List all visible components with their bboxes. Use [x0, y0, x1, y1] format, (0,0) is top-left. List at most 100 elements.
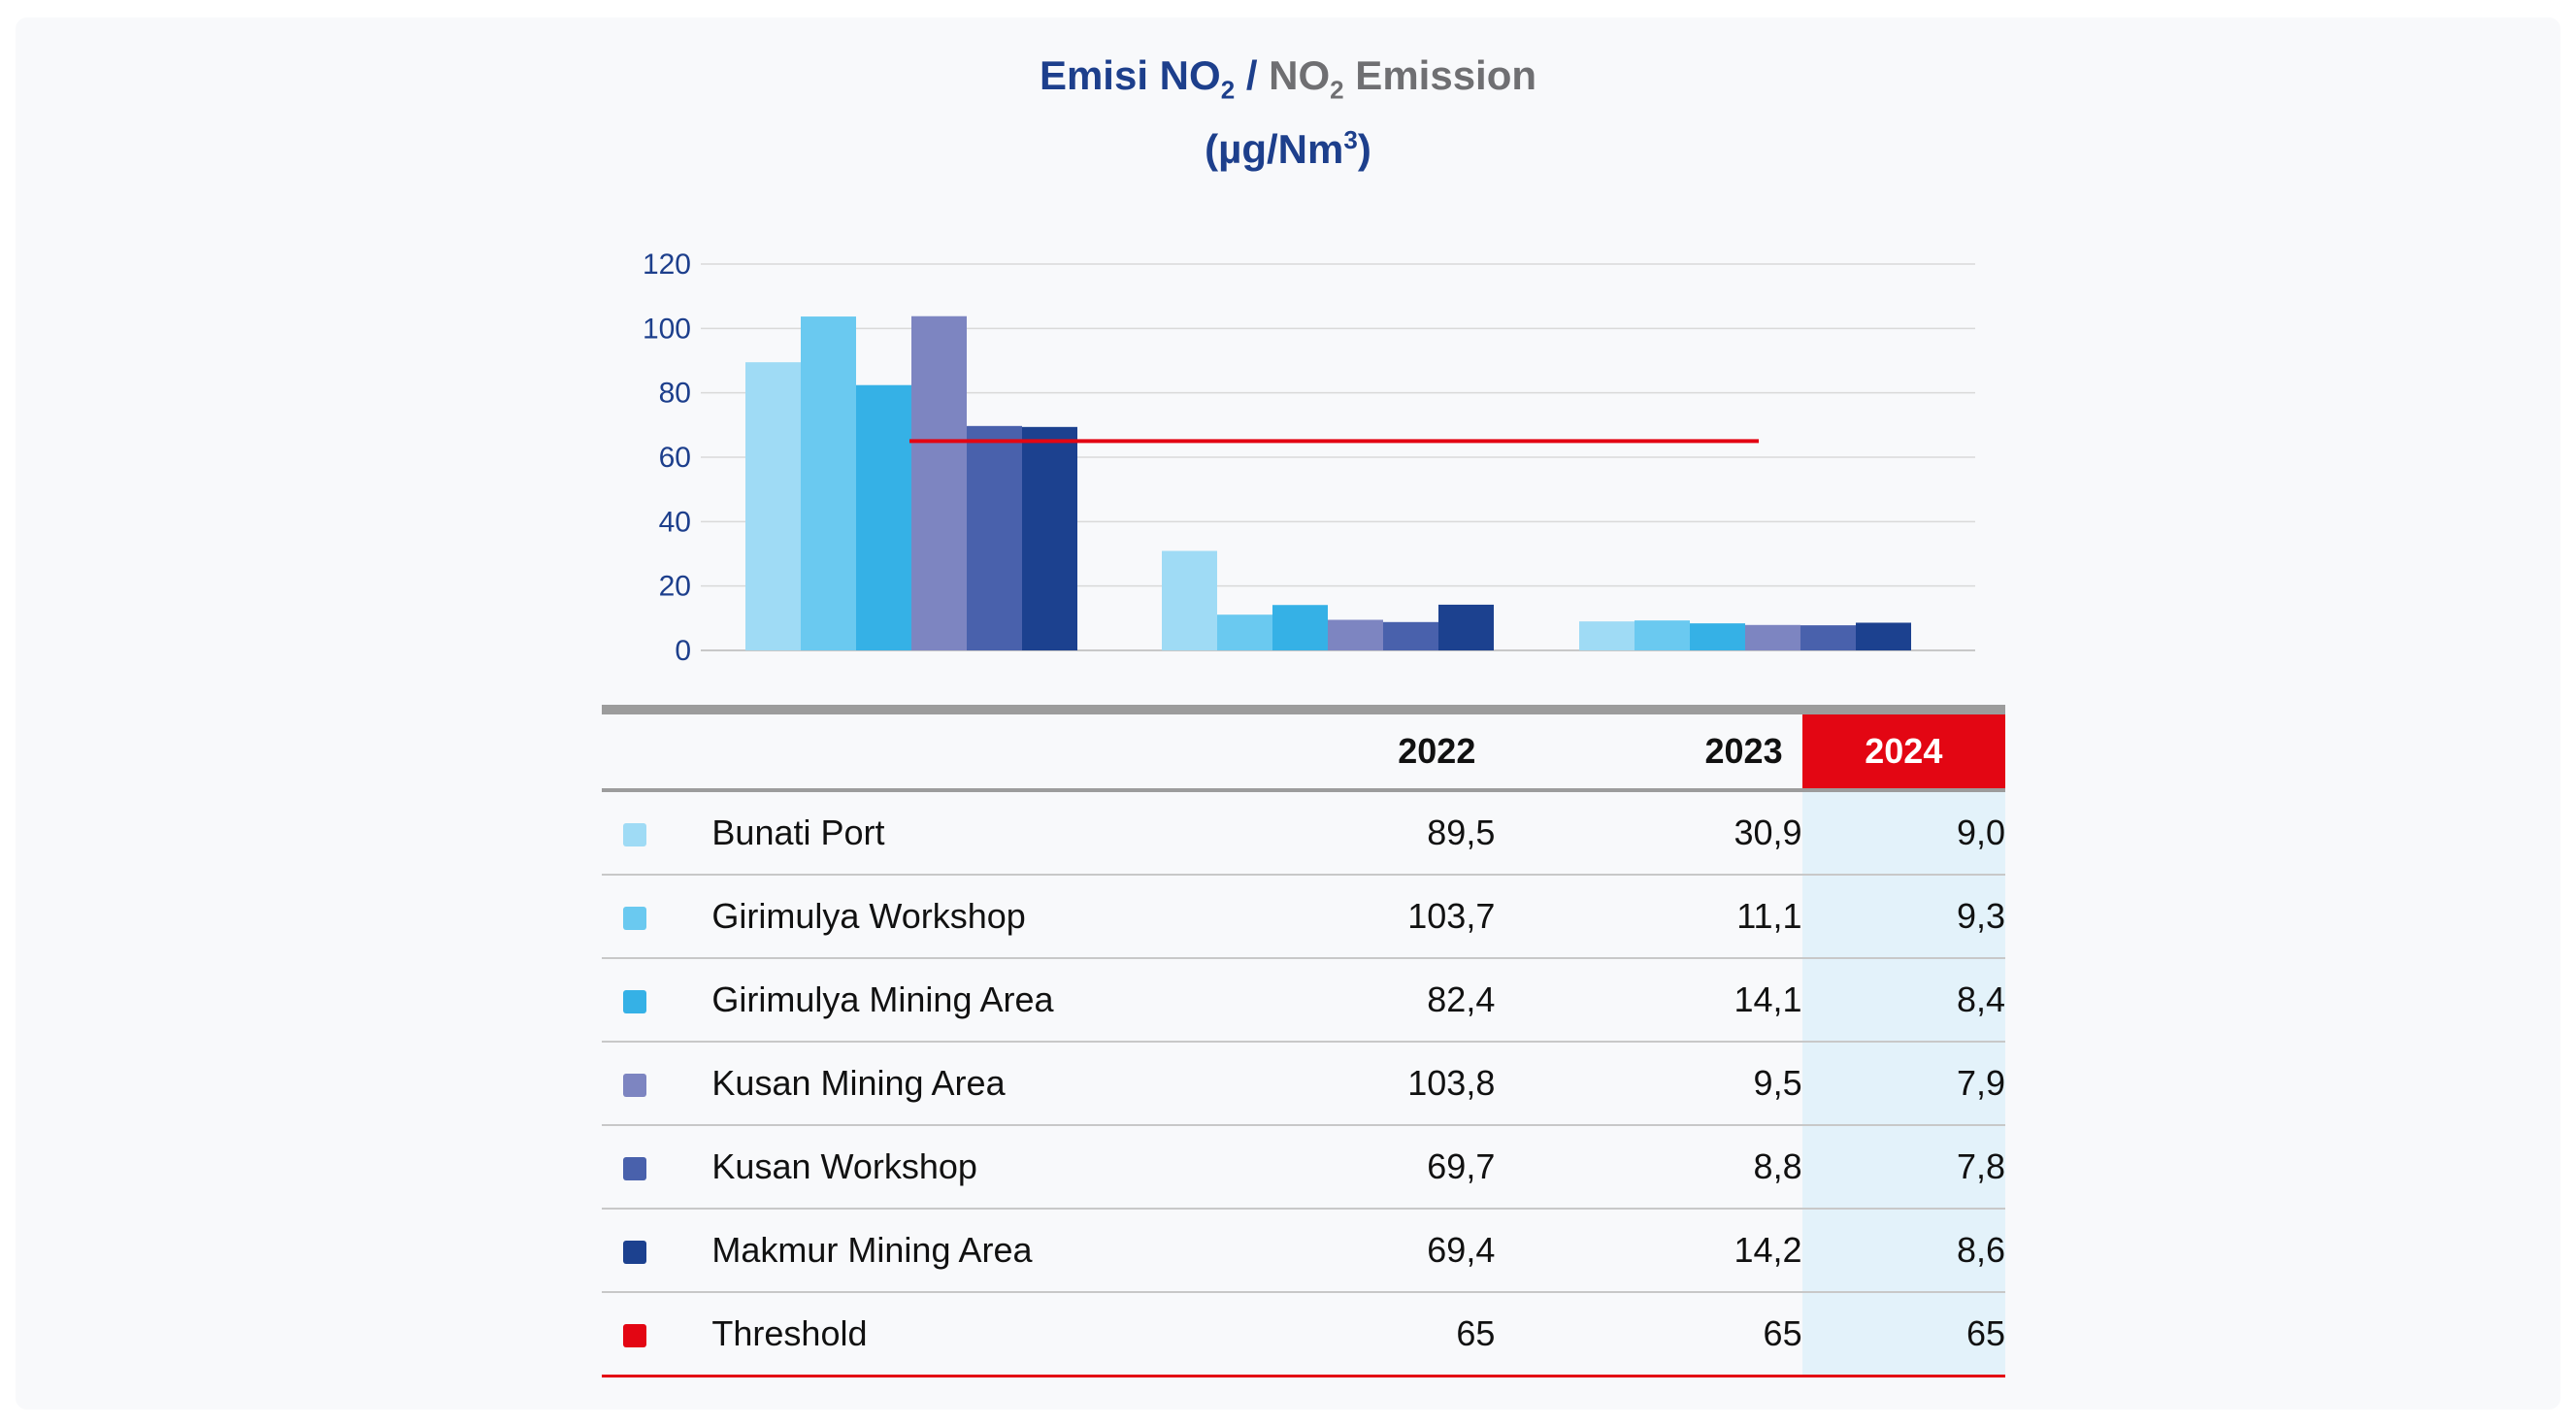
- unit-superscript: 3: [1343, 125, 1358, 155]
- table-cell: 69,4: [1188, 1209, 1496, 1293]
- legend-swatch-cell: [602, 1292, 712, 1377]
- table-cell: 103,8: [1188, 1042, 1496, 1126]
- title-indonesian: Emisi NO2: [1039, 52, 1235, 104]
- table-cell: 65: [1188, 1292, 1496, 1377]
- y-tick-label: 60: [659, 442, 691, 474]
- bar: [1438, 604, 1494, 650]
- legend-swatch: [623, 823, 646, 847]
- bar: [745, 362, 801, 650]
- bar-chart: 0 20 40 60 80 100 120: [643, 249, 1975, 667]
- row-label: Makmur Mining Area: [711, 1209, 1189, 1293]
- header-blank: [711, 714, 1188, 788]
- title-en-suffix: Emission: [1343, 52, 1537, 98]
- title-en-text: NO: [1269, 52, 1331, 98]
- table-cell: 65: [1801, 1292, 2005, 1377]
- legend-swatch: [623, 1241, 646, 1265]
- rule-cell: [602, 788, 2005, 792]
- bar: [1635, 620, 1690, 650]
- data-table: 2022 2023 2024 Bunati Port 89,5 30,9 9,0 Girimu…: [602, 705, 2005, 1377]
- rule-cell: [602, 705, 2005, 714]
- table-row: Threshold 65 65 65: [602, 1292, 2005, 1377]
- bar: [1800, 625, 1856, 650]
- table-cell: 14,2: [1495, 1209, 1802, 1293]
- header-blank: [602, 714, 711, 788]
- table-row: Makmur Mining Area 69,4 14,2 8,6: [602, 1209, 2005, 1293]
- title-en-subscript: 2: [1330, 75, 1344, 105]
- row-label: Kusan Workshop: [711, 1125, 1189, 1210]
- table-cell: 103,7: [1188, 875, 1496, 959]
- title-unit: (µg/Nm3): [0, 115, 2576, 175]
- bar: [911, 315, 967, 650]
- legend-swatch: [623, 1324, 646, 1348]
- table-cell: 7,9: [1801, 1042, 2005, 1126]
- unit-text: (µg/Nm: [1205, 126, 1344, 173]
- table-cell: 9,5: [1495, 1042, 1802, 1126]
- bar: [856, 384, 911, 650]
- legend-swatch: [623, 1074, 646, 1098]
- table-cell: 89,5: [1188, 792, 1496, 876]
- row-label: Bunati Port: [711, 792, 1189, 876]
- title-id-text: Emisi NO: [1039, 52, 1221, 98]
- table-top-rule: [602, 705, 2005, 714]
- legend-swatch-cell: [602, 792, 712, 876]
- unit-suffix: ): [1357, 126, 1371, 173]
- y-tick-label: 0: [675, 635, 691, 667]
- legend-swatch: [623, 907, 646, 931]
- y-tick-label: 80: [659, 378, 691, 410]
- table-row: Kusan Mining Area 103,8 9,5 7,9: [602, 1042, 2005, 1126]
- column-header: 2022: [1398, 731, 1476, 771]
- table-cell: 8,6: [1801, 1209, 2005, 1293]
- row-label: Threshold: [711, 1292, 1189, 1377]
- bar: [1272, 605, 1328, 650]
- legend-swatch-cell: [602, 1209, 712, 1293]
- column-header: 2023: [1704, 731, 1783, 771]
- row-label: Girimulya Mining Area: [711, 958, 1189, 1043]
- bar: [1856, 622, 1911, 650]
- table-row: Girimulya Mining Area 82,4 14,1 8,4: [602, 958, 2005, 1043]
- y-tick-label: 100: [643, 313, 691, 345]
- table-cell: 9,3: [1801, 875, 2005, 959]
- header-rule: [602, 788, 2005, 792]
- bar: [1022, 426, 1077, 650]
- legend-swatch: [623, 1157, 646, 1181]
- row-label: Kusan Mining Area: [711, 1042, 1189, 1126]
- bar: [1690, 623, 1745, 650]
- table-cell: 82,4: [1188, 958, 1496, 1043]
- legend-swatch-cell: [602, 1042, 712, 1126]
- title-id-subscript: 2: [1220, 75, 1236, 105]
- legend-swatch-cell: [602, 1125, 712, 1210]
- bar: [1579, 621, 1635, 650]
- table-row: Kusan Workshop 69,7 8,8 7,8: [602, 1125, 2005, 1210]
- table-row: Girimulya Workshop 103,7 11,1 9,3: [602, 875, 2005, 959]
- table-cell: 14,1: [1495, 958, 1802, 1043]
- bar: [801, 316, 856, 650]
- table-cell: 11,1: [1495, 875, 1802, 959]
- legend-swatch-cell: [602, 875, 712, 959]
- title-english: NO2 Emission: [1269, 52, 1537, 104]
- table-cell: 7,8: [1801, 1125, 2005, 1210]
- table-header-row: 2022 2023 2024: [602, 714, 2005, 788]
- table-cell: 65: [1495, 1292, 1802, 1377]
- bar: [1217, 614, 1272, 650]
- bar: [1328, 619, 1383, 650]
- bar: [1383, 621, 1438, 650]
- table-cell: 8,4: [1801, 958, 2005, 1043]
- y-tick-label: 40: [659, 506, 691, 538]
- table-cell: 30,9: [1495, 792, 1802, 876]
- table-cell: 69,7: [1188, 1125, 1496, 1210]
- legend-swatch-cell: [602, 958, 712, 1043]
- table-row: Bunati Port 89,5 30,9 9,0: [602, 792, 2005, 876]
- table-cell: 8,8: [1495, 1125, 1802, 1210]
- y-tick-label: 120: [643, 249, 691, 281]
- title-line-1: Emisi NO2 / NO2 Emission: [0, 50, 2576, 115]
- title-separator: /: [1235, 52, 1270, 98]
- bar: [1745, 624, 1800, 650]
- column-header: 2024: [1801, 714, 2005, 788]
- table-cell: 9,0: [1801, 792, 2005, 876]
- legend-swatch: [623, 990, 646, 1014]
- row-label: Girimulya Workshop: [711, 875, 1189, 959]
- chart-title: Emisi NO2 / NO2 Emission (µg/Nm3): [0, 50, 2576, 175]
- y-tick-label: 20: [659, 571, 691, 603]
- bar: [1162, 550, 1217, 650]
- bar: [967, 425, 1022, 650]
